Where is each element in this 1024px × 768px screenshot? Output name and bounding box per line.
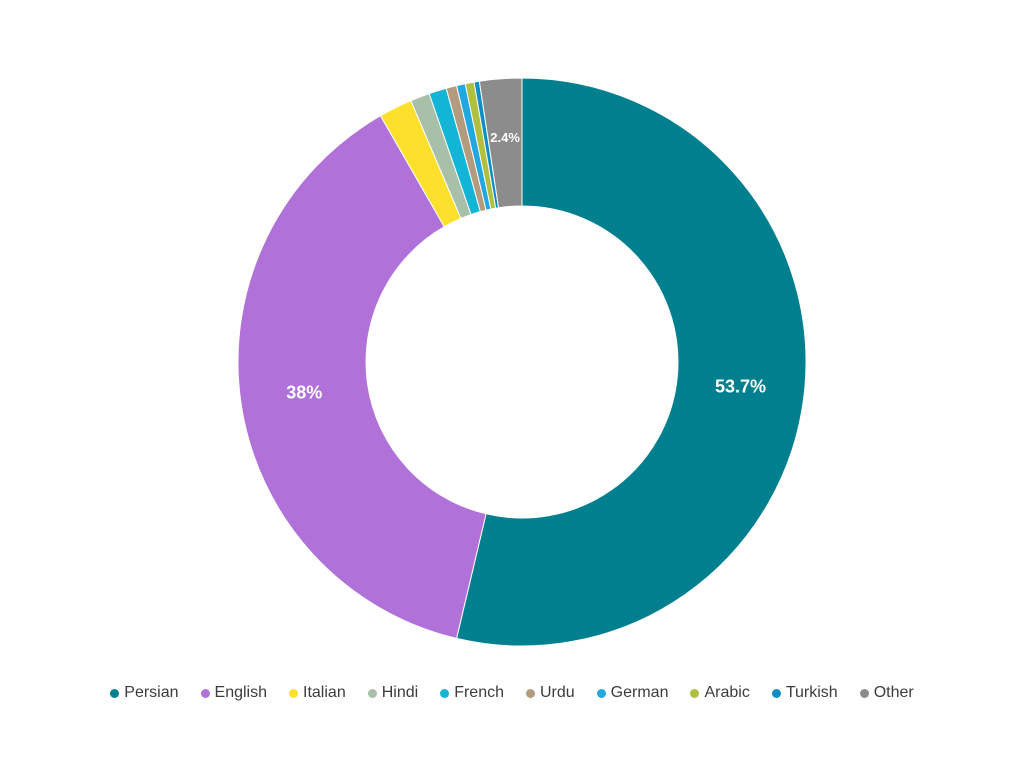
slice-labels-layer: 53.7% 38% 2.4% <box>286 130 766 402</box>
legend-label: Arabic <box>704 684 750 701</box>
legend-label: Hindi <box>381 684 419 701</box>
slice-label-persian: 53.7% <box>715 376 766 396</box>
legend-item-french[interactable]: French <box>440 684 504 702</box>
legend-marker-icon <box>859 688 869 698</box>
legend-label: Italian <box>303 684 346 701</box>
legend-item-english[interactable]: English <box>200 684 268 702</box>
legend-label: English <box>214 684 268 701</box>
legend-label: French <box>454 684 504 701</box>
legend-label: German <box>610 684 669 701</box>
slice-label-other: 2.4% <box>490 130 520 145</box>
slice-other[interactable] <box>478 77 523 209</box>
legend-marker-icon <box>771 688 781 698</box>
slices-layer <box>237 77 807 647</box>
legend-marker-icon <box>110 688 120 698</box>
legend-item-persian[interactable]: Persian <box>110 684 179 702</box>
legend-marker-icon <box>525 688 535 698</box>
slice-english[interactable] <box>237 115 487 639</box>
legend-marker-icon <box>200 688 210 698</box>
legend-marker-icon <box>690 688 700 698</box>
legend-label: Turkish <box>785 684 838 701</box>
legend-item-hindi[interactable]: Hindi <box>367 684 419 702</box>
legend-marker-icon <box>289 688 299 698</box>
legend-marker-icon <box>440 688 450 698</box>
legend: Persian English Italian Hindi French Urdu Germ… <box>0 680 1024 706</box>
legend-item-german[interactable]: German <box>596 684 669 702</box>
legend-label: Other <box>873 684 914 701</box>
legend-label: Persian <box>124 684 179 701</box>
legend-marker-icon <box>596 688 606 698</box>
slice-label-english: 38% <box>286 382 322 402</box>
legend-item-turkish[interactable]: Turkish <box>771 684 838 702</box>
legend-item-arabic[interactable]: Arabic <box>690 684 750 702</box>
legend-item-other[interactable]: Other <box>859 684 914 702</box>
slice-persian[interactable] <box>455 77 807 647</box>
legend-item-urdu[interactable]: Urdu <box>525 684 575 702</box>
legend-marker-icon <box>367 688 377 698</box>
legend-label: Urdu <box>539 684 575 701</box>
legend-item-italian[interactable]: Italian <box>289 684 346 702</box>
